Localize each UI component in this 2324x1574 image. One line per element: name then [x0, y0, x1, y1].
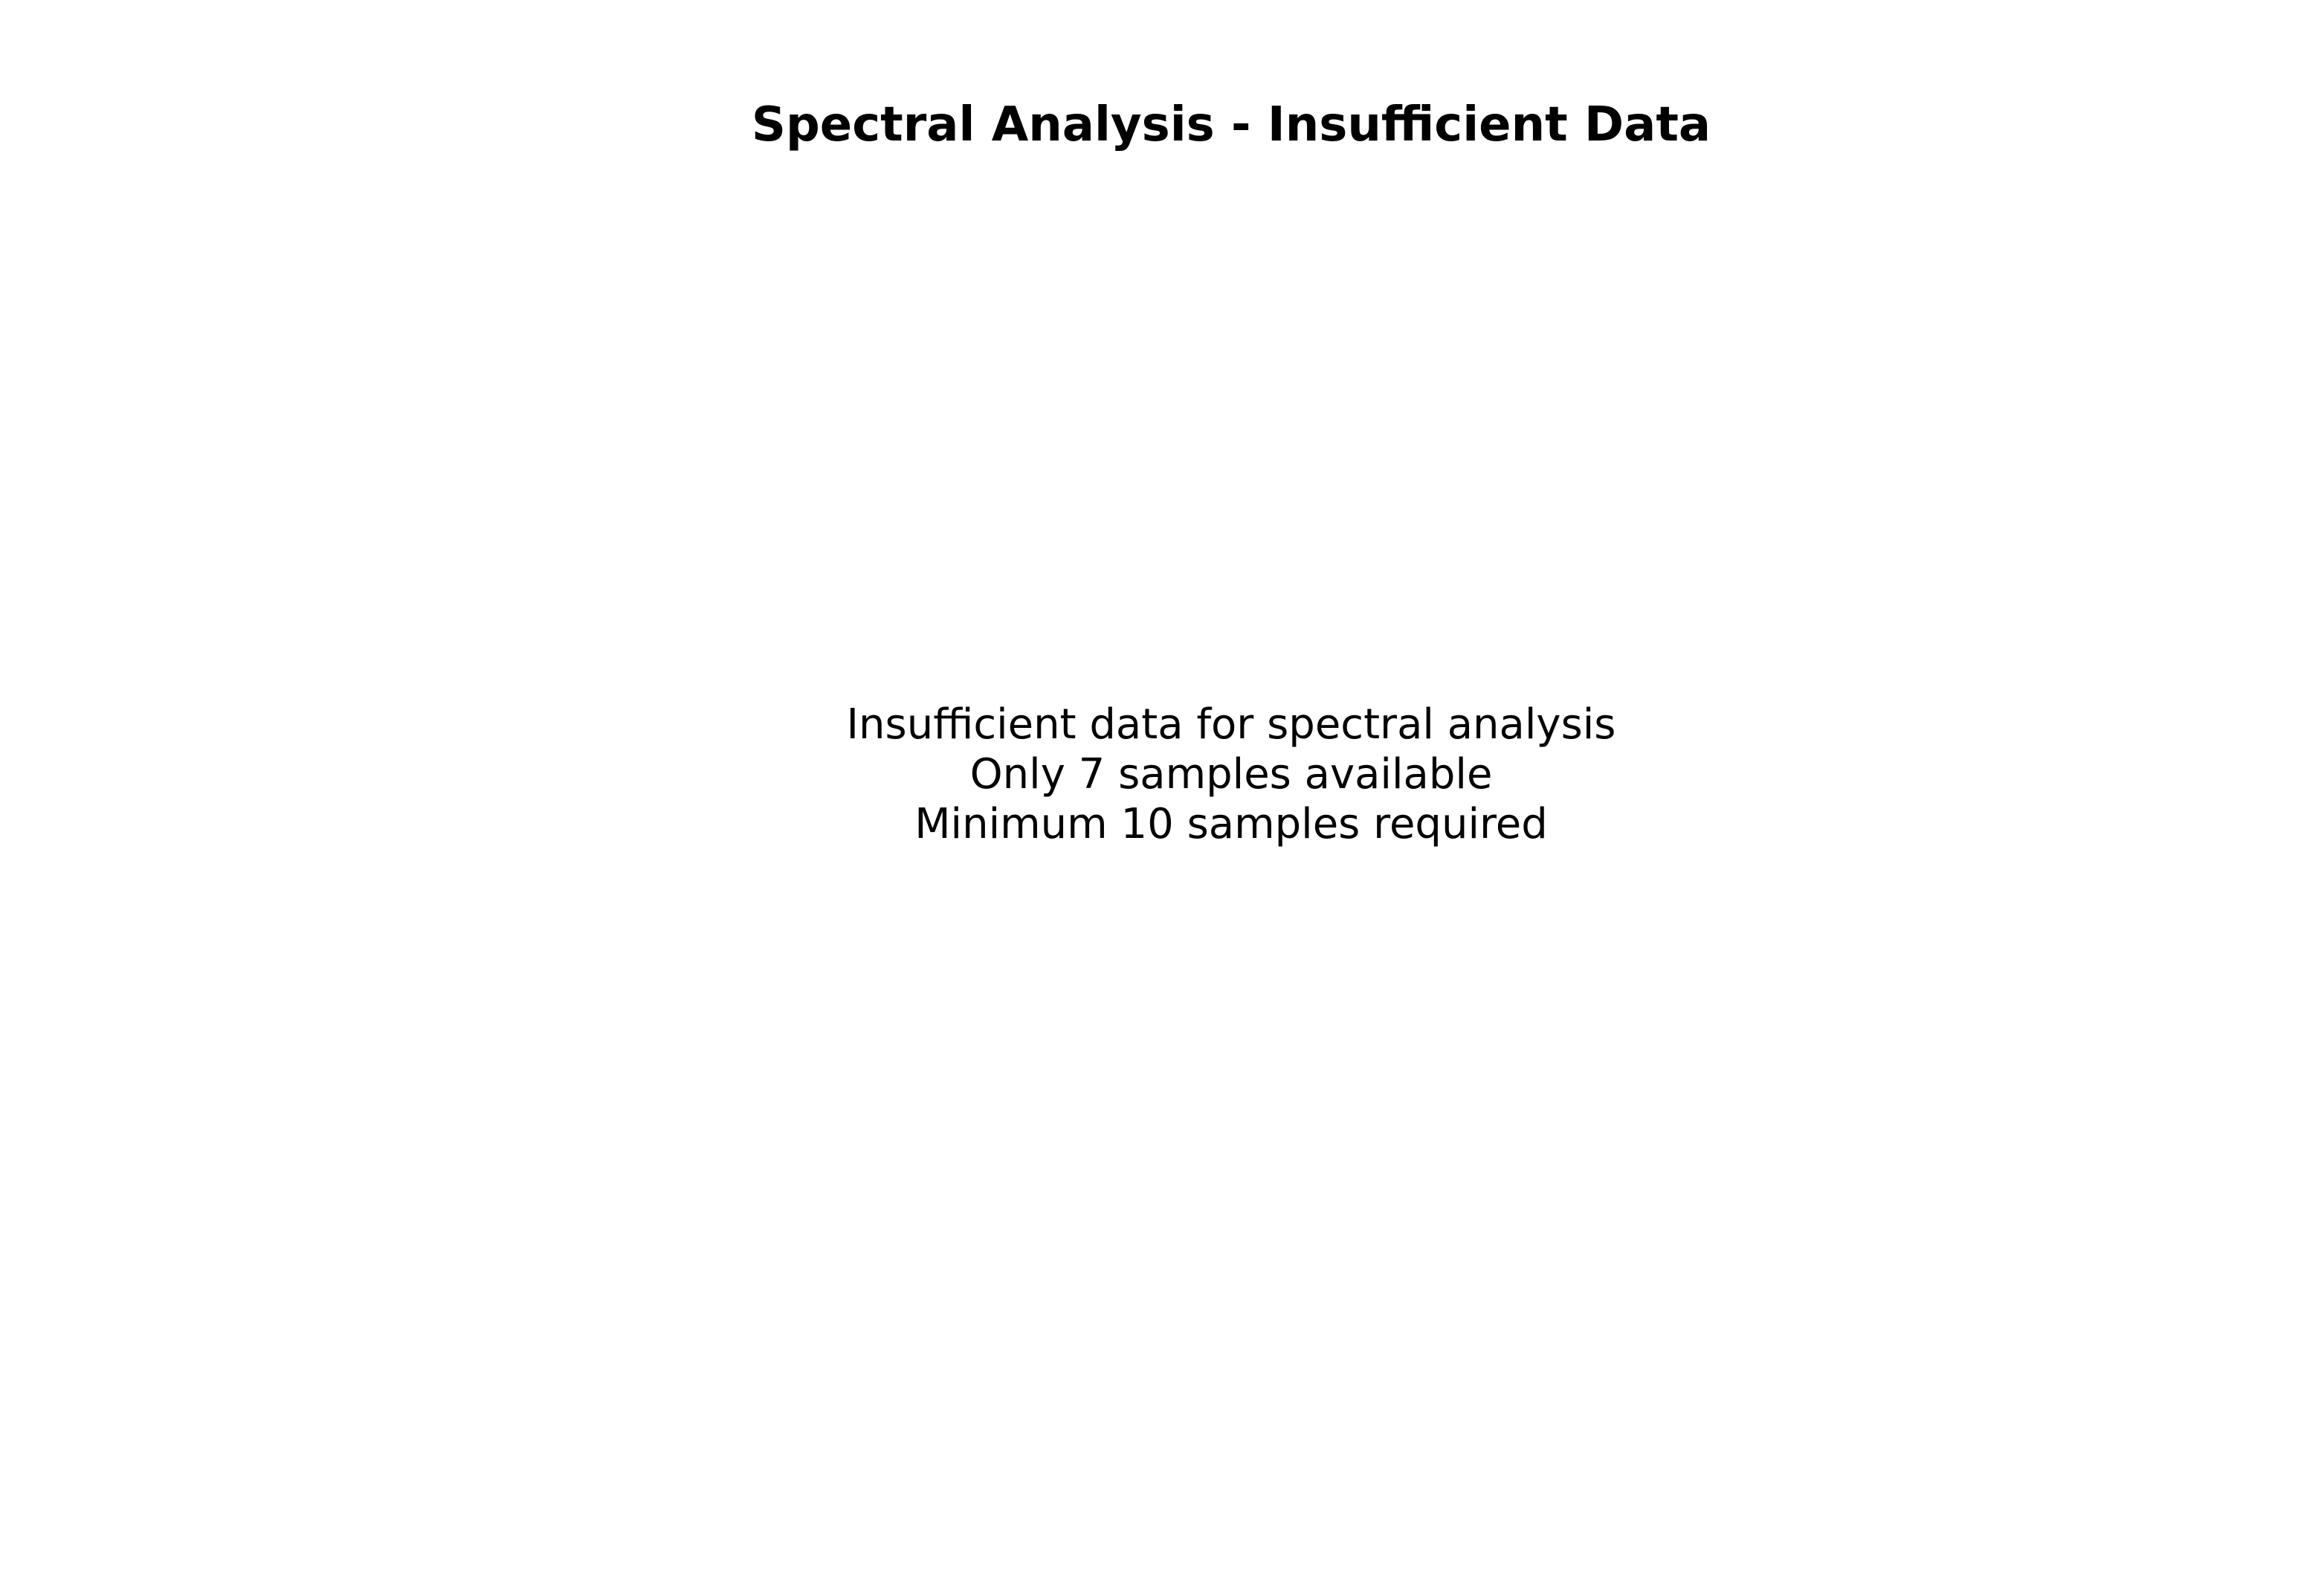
- chart-title: Spectral Analysis - Insufficient Data: [751, 97, 1711, 152]
- message-line-sample-count: Only 7 samples available: [969, 750, 1493, 799]
- insufficient-data-message: Insufficient data for spectral analysis …: [0, 700, 2324, 849]
- message-line-minimum-required: Minimum 10 samples required: [914, 800, 1548, 848]
- message-line-insufficient-data: Insufficient data for spectral analysis: [846, 700, 1616, 749]
